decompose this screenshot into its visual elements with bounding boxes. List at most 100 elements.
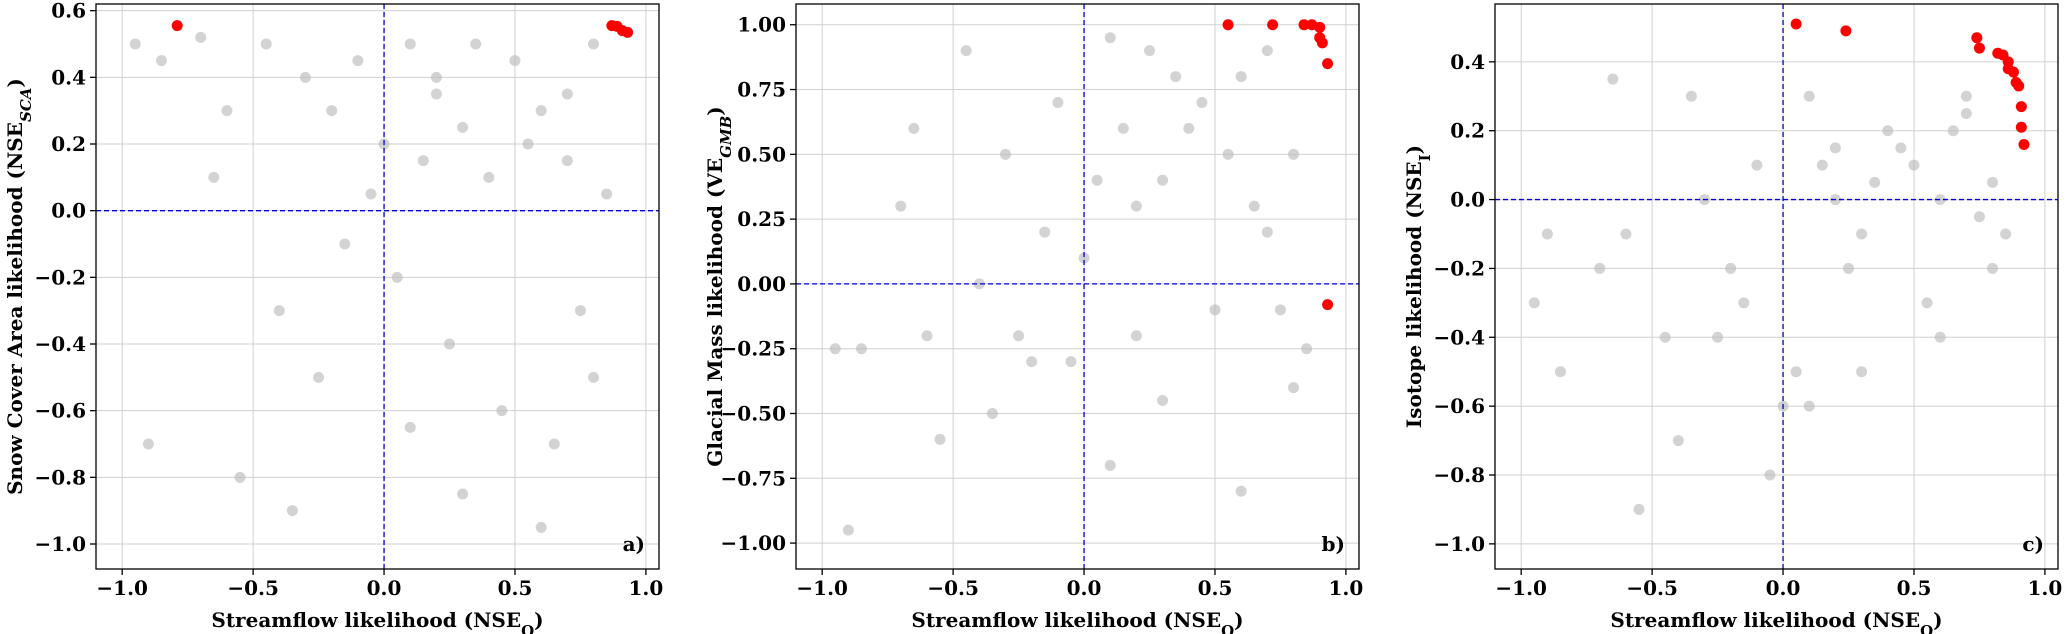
y-tick-label: 0.2	[51, 132, 86, 156]
point	[221, 105, 233, 117]
point	[1921, 297, 1933, 309]
point	[1078, 252, 1090, 264]
point	[404, 38, 416, 50]
point	[273, 305, 285, 317]
point	[2000, 228, 2012, 240]
point	[1209, 304, 1221, 316]
point	[313, 371, 325, 383]
point	[430, 71, 442, 83]
point	[1840, 25, 1852, 37]
point	[142, 438, 154, 450]
point	[352, 55, 364, 67]
point	[1829, 142, 1841, 154]
x-tick-label: 0.0	[1067, 576, 1102, 600]
point	[1222, 148, 1234, 160]
y-tick-label: −0.75	[721, 466, 786, 490]
y-axis-label: Snow Cover Area likelihood (NSESCA)	[3, 78, 35, 495]
point	[1130, 330, 1142, 342]
point	[960, 45, 972, 57]
point	[339, 238, 351, 250]
point	[1314, 21, 1326, 33]
y-tick-label: 0.00	[737, 272, 786, 296]
point	[2007, 66, 2019, 78]
point	[391, 271, 403, 283]
point	[973, 278, 985, 290]
point	[1856, 366, 1868, 378]
point	[1895, 142, 1907, 154]
point	[234, 471, 246, 483]
x-tick-label: 1.0	[629, 576, 664, 600]
point	[1856, 228, 1868, 240]
x-tick-label: −0.5	[927, 576, 979, 600]
point	[2018, 138, 2030, 150]
x-tick-label: −1.0	[96, 576, 148, 600]
point	[1104, 459, 1116, 471]
point	[588, 38, 600, 50]
point	[171, 20, 183, 32]
y-axis-label-part: )	[3, 78, 27, 87]
point	[934, 433, 946, 445]
y-tick-label: 0.4	[51, 65, 86, 89]
point	[1528, 297, 1540, 309]
point	[496, 405, 508, 417]
point	[1685, 90, 1697, 102]
x-axis-label-part: )	[1234, 608, 1243, 632]
point	[1322, 299, 1334, 311]
point	[1130, 200, 1142, 212]
y-tick-label: −0.6	[34, 399, 86, 423]
y-axis-label-part: GMB	[717, 116, 735, 158]
point	[1288, 382, 1300, 394]
x-axis-label-part: Streamflow likelihood (NSE	[911, 608, 1221, 632]
point	[1960, 90, 1972, 102]
y-tick-label: −1.0	[1433, 532, 1485, 556]
x-axis-label-part: Streamflow likelihood (NSE	[1610, 608, 1920, 632]
y-axis-label-part: SCA	[17, 88, 35, 122]
x-axis-label: Streamflow likelihood (NSEQ)	[211, 608, 543, 634]
point	[1170, 71, 1182, 83]
point	[1987, 262, 1999, 274]
point	[470, 38, 482, 50]
y-tick-label: 0.50	[737, 142, 786, 166]
point	[2015, 101, 2027, 113]
point	[1104, 32, 1116, 44]
point	[1117, 122, 1129, 134]
point	[1816, 159, 1828, 171]
point	[1633, 503, 1645, 515]
y-tick-label: −0.4	[34, 332, 86, 356]
point	[1908, 159, 1920, 171]
x-tick-label: 1.0	[1329, 576, 1364, 600]
y-axis-label-part: Snow Cover Area likelihood (NSE	[3, 122, 27, 495]
point	[155, 55, 167, 67]
point	[1672, 435, 1684, 447]
x-tick-label: −1.0	[796, 576, 848, 600]
y-tick-label: 0.75	[737, 78, 786, 102]
point	[999, 148, 1011, 160]
point	[1183, 122, 1195, 134]
point	[1052, 96, 1064, 108]
point	[535, 105, 547, 117]
point	[1091, 174, 1103, 186]
point	[260, 38, 272, 50]
point	[622, 26, 634, 38]
x-tick-label: −0.5	[227, 576, 279, 600]
y-axis-label: Glacial Mass likelihood (VEGMB)	[703, 106, 735, 466]
point	[1267, 19, 1279, 31]
point	[365, 188, 377, 200]
point	[1947, 125, 1959, 137]
point	[1712, 331, 1724, 343]
point	[548, 438, 560, 450]
point	[1790, 18, 1802, 30]
x-tick-label: 0.0	[1766, 576, 1801, 600]
point	[2013, 80, 2025, 92]
point	[1620, 228, 1632, 240]
y-axis-label-part: Glacial Mass likelihood (VE	[703, 158, 727, 467]
point	[986, 407, 998, 419]
point	[1157, 174, 1169, 186]
panel-label: a)	[623, 532, 645, 556]
point	[1764, 469, 1776, 481]
y-axis-label-part: )	[1402, 145, 1426, 154]
point	[1157, 395, 1169, 407]
point	[588, 371, 600, 383]
point	[1541, 228, 1553, 240]
